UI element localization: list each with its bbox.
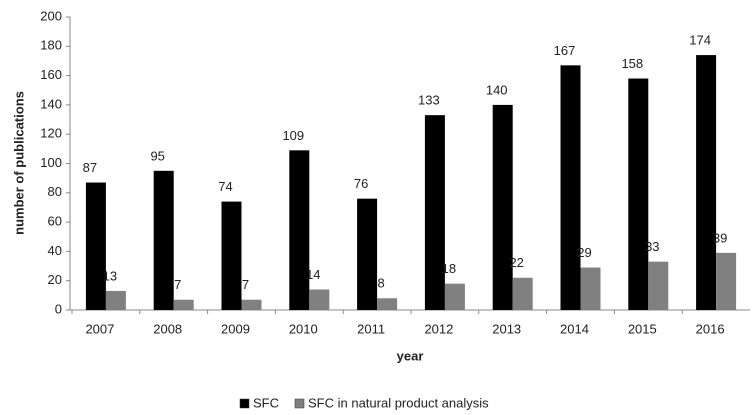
- bar: [85, 182, 106, 310]
- y-tick-label: 180: [40, 38, 62, 53]
- data-label: 22: [509, 255, 523, 270]
- legend-swatch: [294, 398, 305, 409]
- data-label: 158: [621, 56, 643, 71]
- x-tick-label: 2015: [628, 321, 657, 336]
- y-tick-label: 160: [40, 67, 62, 82]
- x-tick-label: 2013: [492, 321, 521, 336]
- y-tick-label: 140: [40, 96, 62, 111]
- bar: [221, 201, 242, 310]
- data-label: 109: [282, 128, 304, 143]
- data-label: 74: [218, 179, 232, 194]
- bar: [696, 55, 717, 311]
- y-tick-label: 60: [48, 214, 62, 229]
- y-tick-label: 80: [48, 184, 62, 199]
- data-label: 133: [418, 93, 440, 108]
- x-tick-label: 2010: [289, 321, 318, 336]
- data-label: 87: [83, 160, 97, 175]
- bar: [289, 150, 310, 310]
- bar: [309, 289, 330, 310]
- data-label: 167: [554, 43, 576, 58]
- data-label: 7: [242, 277, 249, 292]
- bar: [648, 261, 669, 310]
- data-label: 29: [577, 245, 591, 260]
- data-label: 33: [645, 239, 659, 254]
- data-label: 140: [486, 82, 508, 97]
- bar: [512, 277, 533, 310]
- x-axis-title: year: [397, 348, 424, 363]
- bar: [153, 170, 174, 310]
- x-tick-label: 2009: [221, 321, 250, 336]
- bar: [377, 298, 398, 310]
- data-label: 18: [442, 261, 456, 276]
- x-tick-label: 2007: [85, 321, 114, 336]
- x-tick-label: 2014: [560, 321, 589, 336]
- data-label: 13: [103, 268, 117, 283]
- legend-label: SFC in natural product analysis: [308, 395, 489, 410]
- legend-label: SFC: [253, 395, 279, 410]
- y-tick-label: 40: [48, 243, 62, 258]
- bar: [444, 283, 465, 310]
- bar: [580, 267, 601, 310]
- data-label: 76: [354, 176, 368, 191]
- y-tick-label: 200: [40, 8, 62, 23]
- y-tick-label: 120: [40, 126, 62, 141]
- y-tick-label: 0: [55, 301, 62, 316]
- data-label: 8: [377, 276, 384, 291]
- y-tick-label: 20: [48, 272, 62, 287]
- bar: [105, 290, 126, 310]
- bar: [241, 299, 262, 310]
- y-tick-label: 100: [40, 155, 62, 170]
- bar: [173, 299, 194, 310]
- legend-swatch: [239, 398, 250, 409]
- bar: [424, 115, 445, 310]
- x-tick-label: 2008: [153, 321, 182, 336]
- bar: [716, 252, 737, 310]
- data-label: 14: [306, 267, 320, 282]
- bar: [357, 198, 378, 310]
- data-label: 7: [174, 277, 181, 292]
- x-tick-label: 2016: [696, 321, 725, 336]
- x-tick-label: 2011: [357, 321, 385, 336]
- data-label: 95: [150, 148, 164, 163]
- data-label: 39: [713, 230, 727, 245]
- data-label: 174: [689, 33, 711, 48]
- bar: [560, 65, 581, 310]
- x-tick-label: 2012: [424, 321, 453, 336]
- bar: [492, 104, 513, 311]
- bar: [628, 78, 649, 310]
- y-axis-title: number of publications: [11, 91, 26, 235]
